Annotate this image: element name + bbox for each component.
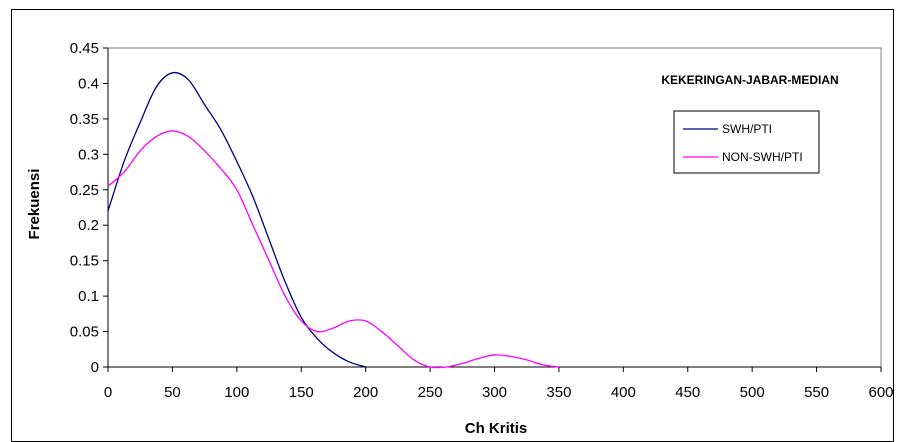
series-layer bbox=[107, 71, 560, 369]
series-line-swh-pti bbox=[107, 71, 366, 368]
y-tick-label: 0.4 bbox=[78, 75, 99, 92]
x-tick-label: 300 bbox=[482, 384, 507, 401]
x-tick-label: 350 bbox=[546, 384, 571, 401]
x-tick-label: 550 bbox=[804, 384, 829, 401]
plot-border bbox=[107, 47, 882, 368]
x-tick-label: 250 bbox=[418, 384, 443, 401]
x-tick-label: 150 bbox=[289, 384, 314, 401]
axis-ticks: 0 50 100 150 200 250 300 350 400 450 500 550 600 0 0.0… bbox=[70, 40, 894, 401]
y-tick-label: 0.35 bbox=[70, 111, 99, 128]
x-tick-label: 100 bbox=[224, 384, 249, 401]
x-tick-label: 500 bbox=[740, 384, 765, 401]
plot-area bbox=[107, 47, 882, 368]
legend-box bbox=[673, 110, 820, 174]
y-axis-title: Frekuensi bbox=[26, 169, 43, 240]
legend-label: SWH/PTI bbox=[722, 122, 772, 136]
x-tick-label: 200 bbox=[353, 384, 378, 401]
y-tick-label: 0.2 bbox=[78, 217, 99, 234]
x-tick-label: 450 bbox=[675, 384, 700, 401]
x-axis-title: Ch Kritis bbox=[465, 420, 528, 437]
series-line-non-swh-pti bbox=[107, 130, 560, 369]
y-tick-label: 0.45 bbox=[70, 40, 99, 57]
legend-label: NON-SWH/PTI bbox=[722, 150, 803, 164]
y-tick-label: 0.1 bbox=[78, 288, 99, 305]
x-tick-label: 400 bbox=[611, 384, 636, 401]
y-tick-label: 0.3 bbox=[78, 146, 99, 163]
chart-title: KEKERINGAN-JABAR-MEDIAN bbox=[661, 73, 838, 87]
x-tick-label: 600 bbox=[868, 384, 893, 401]
x-tick-label: 50 bbox=[164, 384, 181, 401]
y-tick-label: 0.15 bbox=[70, 253, 99, 270]
y-tick-label: 0.25 bbox=[70, 182, 99, 199]
x-tick-label: 0 bbox=[104, 384, 112, 401]
y-tick-label: 0 bbox=[91, 359, 99, 376]
y-tick-label: 0.05 bbox=[70, 324, 99, 341]
legend: SWH/PTI NON-SWH/PTI bbox=[673, 110, 820, 174]
